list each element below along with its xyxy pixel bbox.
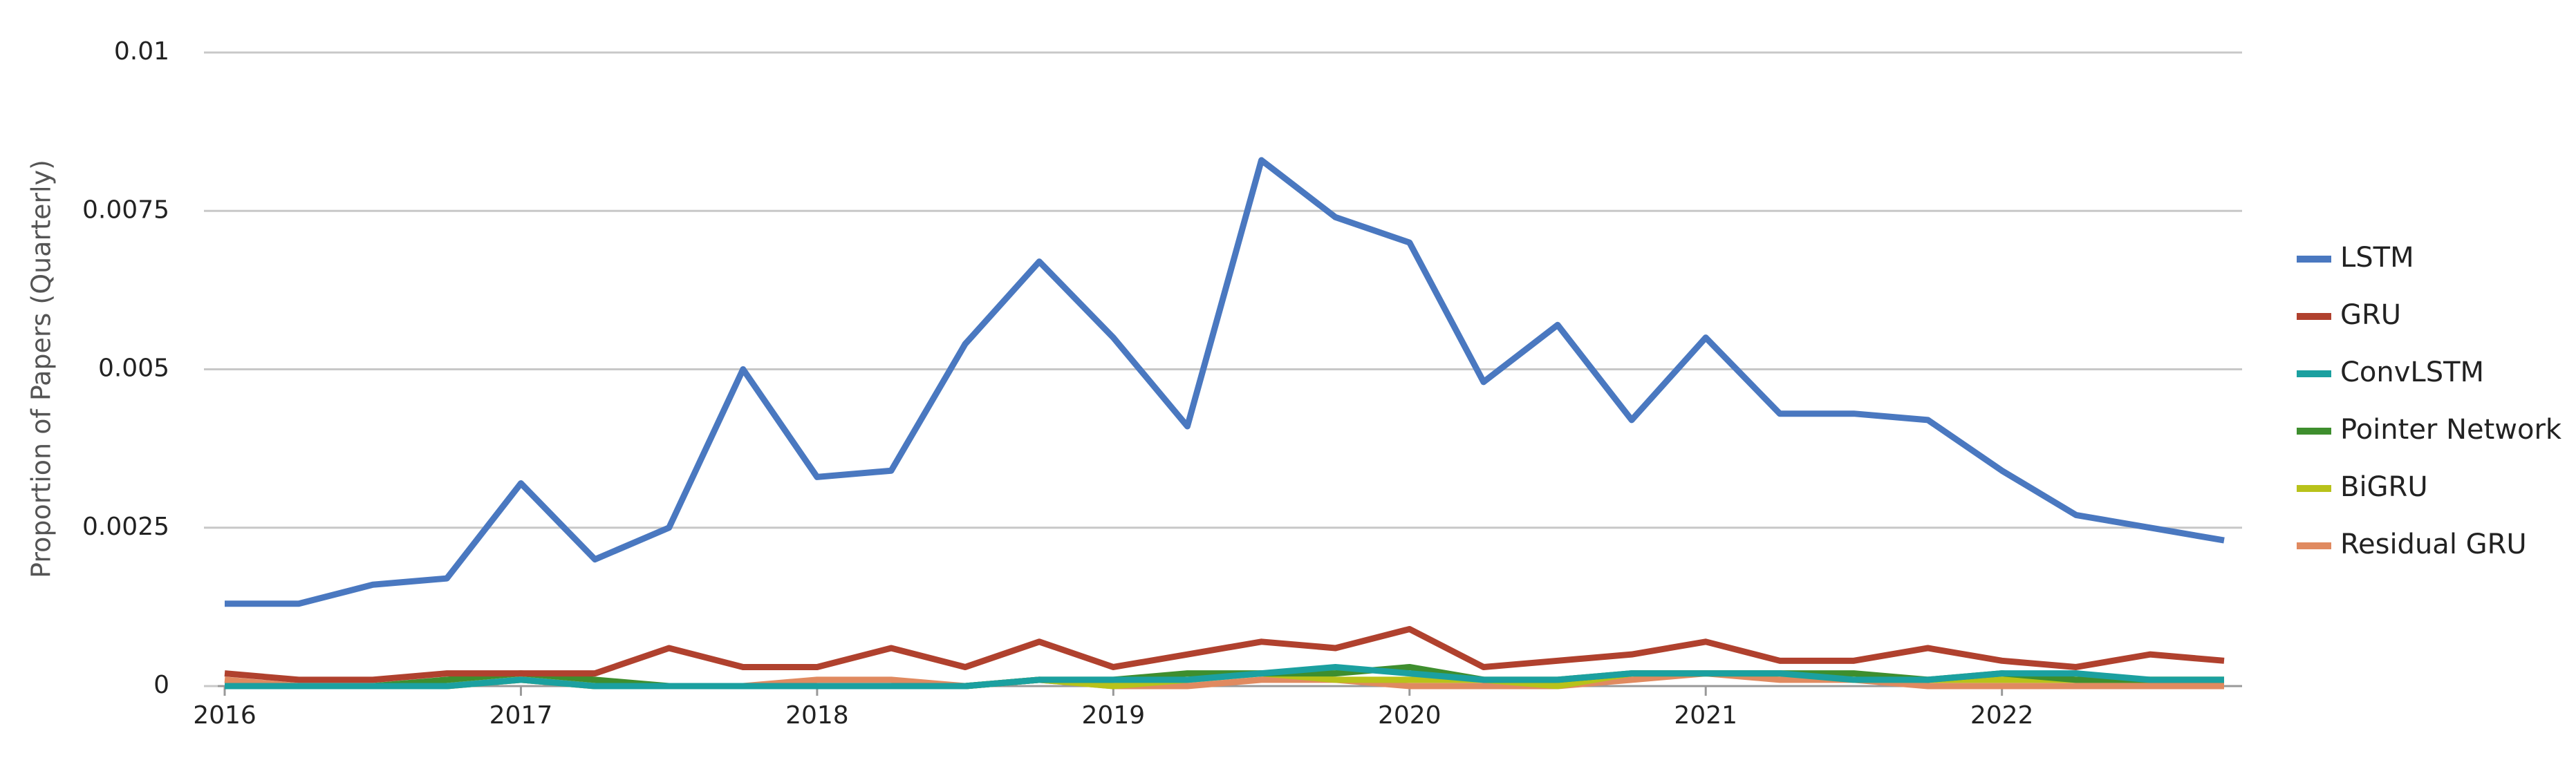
y-tick-label: 0.005 xyxy=(98,354,169,383)
y-tick-label: 0.0025 xyxy=(82,513,169,541)
series-line xyxy=(224,625,2225,683)
x-tick-label: 2016 xyxy=(193,701,256,730)
series-line xyxy=(225,663,2224,690)
x-tick-label: 2017 xyxy=(489,701,553,730)
x-tick-label: 2019 xyxy=(1082,701,1146,730)
series-line xyxy=(225,157,2225,607)
y-tick-label: 0 xyxy=(153,671,169,699)
legend-label: Residual GRU xyxy=(2340,529,2527,560)
y-tick-label: 0.0075 xyxy=(82,196,169,224)
x-tick-label: 2020 xyxy=(1378,701,1441,730)
legend-label: GRU xyxy=(2340,299,2401,331)
x-tick-label: 2021 xyxy=(1674,701,1737,730)
legend-label: ConvLSTM xyxy=(2340,357,2484,388)
legend-label: BiGRU xyxy=(2340,471,2428,503)
x-tick-label: 2018 xyxy=(785,701,849,730)
x-tick-label: 2022 xyxy=(1970,701,2034,730)
y-axis-label: Proportion of Papers (Quarterly) xyxy=(26,160,57,578)
y-tick-label: 0.01 xyxy=(114,37,169,66)
legend-label: LSTM xyxy=(2340,242,2414,274)
legend-label: Pointer Network xyxy=(2340,414,2562,446)
series-line xyxy=(225,663,2224,690)
